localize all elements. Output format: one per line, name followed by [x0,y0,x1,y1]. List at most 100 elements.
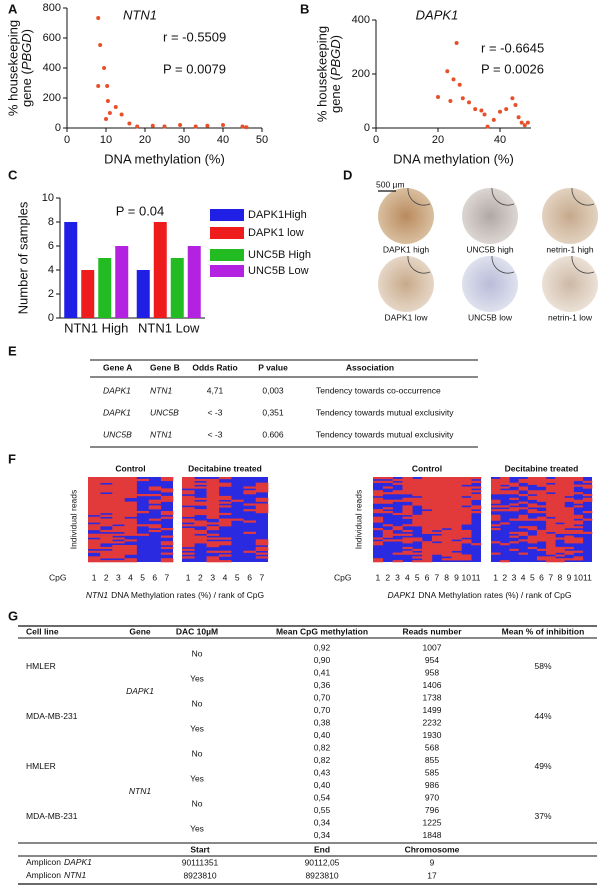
heatmap-read [564,497,574,500]
heatmap-read [564,490,574,493]
heatmap-read [536,490,547,493]
heatmap-read [182,537,195,540]
heatmap-read [509,503,519,506]
heatmap-read [491,505,501,508]
heatmap-read [100,494,113,497]
heatmap-read [451,511,462,514]
table-cell: Tendency towards mutual exclusivity [316,407,454,417]
heatmap-read [402,492,413,495]
heatmap-read [112,490,125,493]
heatmap-read [555,529,565,533]
heatmap-read [231,499,244,502]
heatmap-read [124,539,137,542]
heatmap-read [441,550,452,553]
heatmap-read [536,484,547,487]
heatmap-read [441,512,452,516]
point [96,16,101,21]
point [457,82,462,87]
heatmap-read [451,507,462,510]
cpg-label: 8 [444,572,449,582]
heatmap-read [500,492,510,495]
heatmap-read [564,550,574,553]
heatmap-read [124,546,137,550]
heatmap-read [206,511,220,514]
heatmap-read [431,545,443,548]
heatmap-read [112,509,125,512]
heatmap-x-label: CpG [334,572,351,582]
heatmap-read [243,509,257,512]
heatmap-read [471,507,482,510]
heatmap-read [100,535,113,538]
cpg-label: 4 [521,572,526,582]
table-header: Cell line [26,626,59,636]
heatmap-read [441,548,452,551]
table-cell: 0,003 [262,385,284,395]
legend-label: DAPK1High [248,209,307,221]
heatmap-read [412,488,423,491]
heatmap-read [124,490,137,493]
heatmap-read [422,507,433,510]
heatmap-read [546,488,556,491]
heatmap-read [451,526,462,529]
heatmap-read [527,546,538,550]
heatmap-read [491,516,501,519]
heatmap-read [461,518,472,521]
heatmap-read [112,556,125,559]
heatmap-read [451,520,462,523]
heatmap-read [471,505,482,508]
heatmap-read [441,537,452,540]
heatmap-read [124,492,137,495]
heatmap-read [124,518,137,521]
heatmap-read [451,528,462,531]
heatmap-read [555,520,565,523]
heatmap-read [564,477,574,480]
heatmap-read [112,478,125,482]
y-tick-label: 400 [352,14,370,26]
heatmap-read [422,554,433,557]
heatmap-read [441,558,452,561]
heatmap-read [422,482,433,485]
heatmap-read [431,484,443,487]
heatmap-read [461,520,472,523]
heatmap-read [518,514,529,517]
heatmap-read [461,522,472,525]
heatmap-read [148,501,162,504]
dac-cell: Yes [190,724,204,734]
heatmap-read [441,531,452,534]
panel-label: G [8,608,18,623]
bar [81,270,95,318]
heatmap-read [124,531,137,534]
methylation-cell: 0,82 [314,742,331,752]
heatmap-read [402,477,413,480]
methylation-cell: 0,36 [314,680,331,690]
heatmap-read [218,482,232,485]
heatmap-read [382,529,393,533]
heatmap-read [206,558,220,561]
heatmap-read [441,545,452,548]
heatmap-read [509,507,519,510]
heatmap-read [441,488,452,491]
heatmap-read [124,533,137,536]
heatmap-read [88,535,101,538]
table-cell: 4,71 [207,385,224,395]
y-tick-label: 10 [42,192,54,204]
heatmap-read [112,488,125,491]
heatmap-read [218,543,232,546]
heatmap-read [402,507,413,510]
heatmap-read [431,539,443,542]
heatmap-read [100,490,113,493]
heatmap-read [88,526,101,529]
heatmap-read [422,516,433,519]
heatmap-read [255,548,269,551]
heatmap-read [461,535,472,538]
heatmap-read [194,503,207,506]
heatmap-read [88,545,101,548]
heatmap-read [555,516,565,519]
cell-line-cell: MDA-MB-231 [26,811,78,821]
heatmap-read [255,556,269,559]
heatmap-read [422,477,433,480]
heatmap-read [451,503,462,506]
heatmap-read [527,537,538,540]
heatmap-read [491,552,501,555]
heatmap-read [546,545,556,548]
